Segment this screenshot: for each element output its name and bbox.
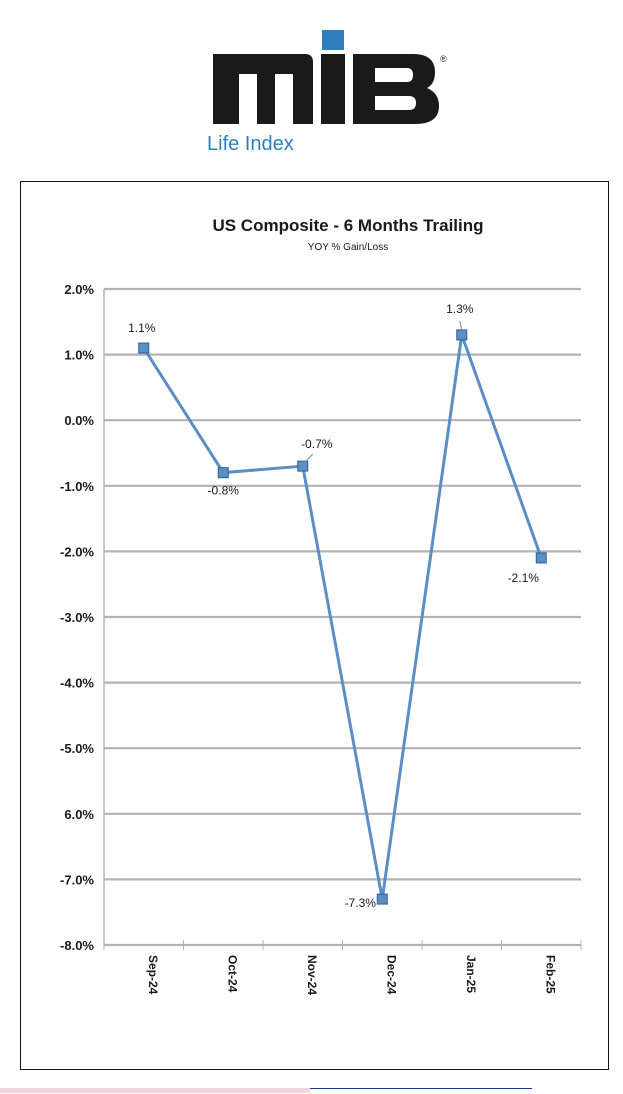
logo-accent-square <box>322 30 344 50</box>
mib-logo: ® <box>213 30 447 124</box>
chart-frame <box>20 181 609 1070</box>
leader-line <box>459 320 463 331</box>
chart-subtitle: YOY % Gain/Loss <box>308 242 388 253</box>
x-category-label: Sep-24 <box>146 955 160 995</box>
y-tick-label: 2.0% <box>64 282 94 297</box>
x-category-label: Nov-24 <box>305 955 319 995</box>
data-point-marker <box>535 552 547 564</box>
y-tick-label: -5.0% <box>60 741 94 756</box>
data-label: -0.7% <box>301 437 333 451</box>
chart-title: US Composite - 6 Months Trailing <box>212 216 483 235</box>
x-category-label: Feb-25 <box>543 955 557 994</box>
logo-letter-b <box>353 54 439 124</box>
grid-layer <box>104 287 581 947</box>
y-tick-label: -7.0% <box>60 872 94 887</box>
data-label: -7.3% <box>345 896 377 910</box>
registered-mark: ® <box>440 54 447 64</box>
data-label: -2.1% <box>508 571 540 585</box>
y-tick-label: -8.0% <box>60 938 94 953</box>
y-tick-label: 1.0% <box>64 348 94 363</box>
series-line <box>142 333 543 901</box>
data-point-marker <box>217 467 229 479</box>
leader-line <box>304 453 314 463</box>
data-point-marker <box>376 893 388 905</box>
y-tick-label: -3.0% <box>60 610 94 625</box>
data-point-marker <box>456 329 468 341</box>
footer-strip-center <box>310 1088 532 1094</box>
y-tick-label: -1.0% <box>60 479 94 494</box>
data-label: 1.1% <box>128 321 156 335</box>
data-point-marker <box>297 460 309 472</box>
data-point-marker <box>138 342 150 354</box>
footer-strip-left <box>0 1088 310 1093</box>
y-tick-label: -4.0% <box>60 676 94 691</box>
x-category-label: Oct-24 <box>225 955 239 993</box>
y-tick-label: 6.0% <box>64 807 94 822</box>
life-index-label: Life Index <box>207 133 294 155</box>
data-label: 1.3% <box>446 302 474 316</box>
x-category-label: Dec-24 <box>384 955 398 995</box>
axis-layer: 2.0% 1.0% 0.0% -1.0% -2.0% -3.0% -4.0% -5.0% 6.0… <box>60 282 582 995</box>
label-layer: 1.1% -0.8% -0.7% -7.3% 1.3% -2.1% <box>128 302 539 910</box>
logo-letter-i <box>321 54 345 124</box>
y-tick-label: -2.0% <box>60 544 94 559</box>
logo-letter-m <box>213 54 313 124</box>
y-tick-label: 0.0% <box>64 413 94 428</box>
x-category-label: Jan-25 <box>464 955 478 993</box>
data-label: -0.8% <box>208 484 240 498</box>
